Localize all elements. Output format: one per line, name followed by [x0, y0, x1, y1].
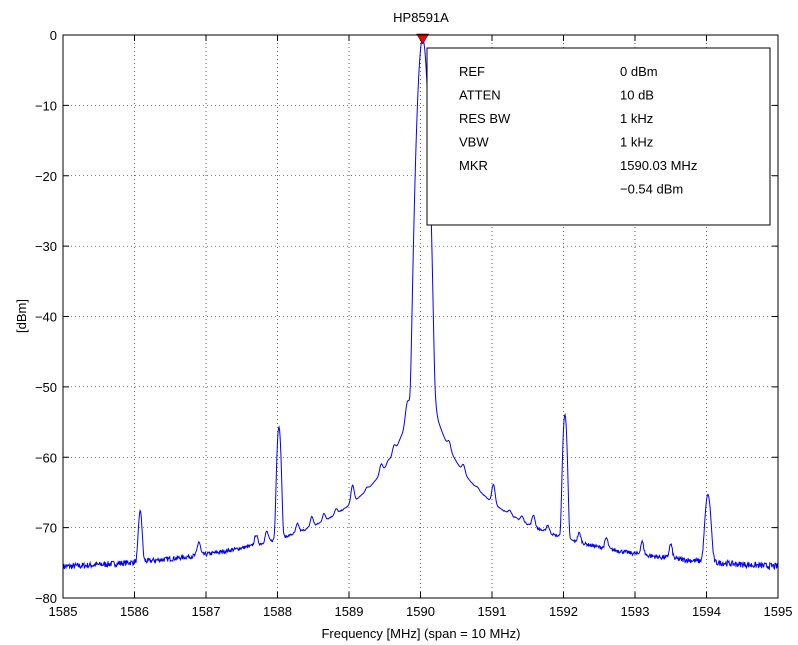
info-box-frame — [426, 47, 771, 226]
y-tick-label: 0 — [50, 28, 57, 43]
info-label: REF — [459, 64, 485, 79]
x-tick-label: 1591 — [478, 604, 507, 619]
y-axis-label: [dBm] — [14, 299, 29, 333]
plot-frame — [62, 34, 779, 599]
info-value: 0 dBm — [620, 64, 658, 79]
y-tick-label: −80 — [35, 591, 57, 606]
x-tick-label: 1586 — [120, 604, 149, 619]
spectrum-trace — [62, 38, 779, 571]
info-value: −0.54 dBm — [620, 182, 683, 197]
x-tick-label: 1595 — [764, 604, 793, 619]
info-label: ATTEN — [459, 88, 501, 103]
info-box: REF 0 dBm ATTEN 10 dB RES BW 1 kHz VBW 1 kHz MKR… — [426, 47, 771, 226]
info-label: MKR — [459, 158, 488, 173]
x-axis-label: Frequency [MHz] (span = 10 MHz) — [321, 626, 520, 641]
y-tick-label: −10 — [35, 98, 57, 113]
x-tick-label: 1590 — [406, 604, 435, 619]
chart-title: HP8591A — [393, 10, 449, 25]
info-label: RES BW — [459, 111, 511, 126]
info-label: VBW — [459, 135, 489, 150]
x-tick-label: 1593 — [621, 604, 650, 619]
x-tick-label: 1589 — [335, 604, 364, 619]
info-value: 1590.03 MHz — [620, 158, 697, 173]
y-tick-label: −30 — [35, 239, 57, 254]
y-tick-label: −20 — [35, 169, 57, 184]
x-tick-label: 1588 — [263, 604, 292, 619]
x-tick-label: 1587 — [192, 604, 221, 619]
x-tick-label: 1594 — [692, 604, 721, 619]
marker-triangle — [416, 33, 430, 45]
info-value: 1 kHz — [620, 135, 653, 150]
x-tick-labels: 1585 1586 1587 1588 1589 1590 1591 1592 1593 1594… — [49, 604, 793, 619]
y-tick-label: −50 — [35, 380, 57, 395]
info-value: 1 kHz — [620, 111, 653, 126]
y-tick-label: −70 — [35, 521, 57, 536]
x-tick-label: 1585 — [49, 604, 78, 619]
x-tick-label: 1592 — [549, 604, 578, 619]
y-tick-label: −40 — [35, 310, 57, 325]
info-value: 10 dB — [620, 88, 654, 103]
y-tick-label: −60 — [35, 450, 57, 465]
y-tick-labels: 0 −10 −20 −30 −40 −50 −60 −70 −80 — [35, 28, 57, 606]
